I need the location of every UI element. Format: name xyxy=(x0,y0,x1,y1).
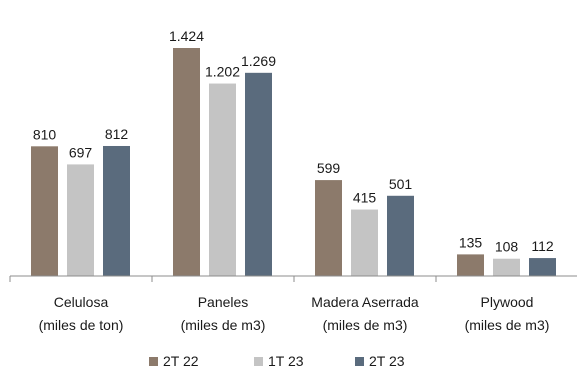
bar-1t-23-1 xyxy=(209,83,236,276)
data-label: 1.202 xyxy=(205,64,240,80)
bar-2t-22-0 xyxy=(31,146,58,276)
legend: 2T 22 1T 23 2T 23 xyxy=(149,353,405,369)
data-label: 1.424 xyxy=(169,28,204,44)
category-label: Madera Aserrada xyxy=(311,294,419,310)
category-unit-label: (miles de m3) xyxy=(465,317,550,333)
legend-swatch xyxy=(149,357,158,366)
bar-2t-23-0 xyxy=(103,145,130,276)
category-unit-label: (miles de m3) xyxy=(181,317,266,333)
category-unit-label: (miles de m3) xyxy=(323,317,408,333)
legend-label: 2T 23 xyxy=(369,353,405,369)
data-label: 810 xyxy=(33,126,57,142)
data-label: 697 xyxy=(69,144,93,160)
legend-label: 2T 22 xyxy=(163,353,199,369)
legend-swatch xyxy=(254,357,263,366)
bar-2t-23-1 xyxy=(245,72,272,276)
bar-2t-22-1 xyxy=(173,48,200,276)
category-label: Paneles xyxy=(198,294,249,310)
bar-1t-23-2 xyxy=(351,209,378,276)
bars-layer xyxy=(31,48,556,276)
data-label: 599 xyxy=(317,160,341,176)
category-label: Plywood xyxy=(481,294,534,310)
data-label: 1.269 xyxy=(241,53,276,69)
category-label: Celulosa xyxy=(54,294,109,310)
data-label: 135 xyxy=(459,234,483,250)
data-label: 812 xyxy=(105,126,129,142)
x-axis xyxy=(9,275,577,282)
bar-1t-23-0 xyxy=(67,164,94,276)
bar-1t-23-3 xyxy=(493,258,520,276)
data-label: 108 xyxy=(495,239,519,255)
bar-2t-22-3 xyxy=(457,254,484,276)
category-unit-label: (miles de ton) xyxy=(39,317,124,333)
bar-2t-23-2 xyxy=(387,195,414,276)
data-label: 112 xyxy=(531,238,554,254)
legend-swatch xyxy=(355,357,364,366)
data-label: 415 xyxy=(353,190,377,206)
bar-2t-22-2 xyxy=(315,180,342,276)
bar-2t-23-3 xyxy=(529,258,556,276)
data-label: 501 xyxy=(389,176,413,192)
category-labels-layer: Celulosa (miles de ton) Paneles (miles de m… xyxy=(39,294,550,333)
legend-label: 1T 23 xyxy=(268,353,304,369)
